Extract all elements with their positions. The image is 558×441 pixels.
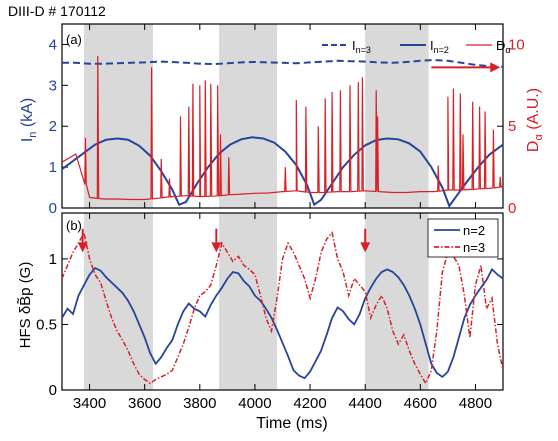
legend-sub-2: α (505, 45, 510, 55)
legend-main-2: D (496, 38, 505, 53)
x-tick-label-4: 4200 (293, 395, 326, 412)
shaded-interval-2 (365, 24, 429, 208)
shaded-interval-2 (365, 213, 429, 390)
panel-a-axes: 0 1 2 3 4 0 5 10 (49, 23, 525, 217)
shaded-interval-1 (219, 24, 277, 208)
panel-a-ylabel-right: Dα (A.U.) (525, 88, 545, 152)
panel-a-ylabel-left: In (kA) (19, 98, 39, 142)
legend-main-1: I (430, 38, 434, 53)
x-axis-label: Time (ms) (256, 415, 327, 432)
panel-b-shaded-intervals (84, 213, 429, 390)
legend-label-1: In=2 (430, 38, 449, 55)
shaded-interval-0 (84, 213, 153, 390)
panel-b-ylabel: HFS δB̃p (G) (17, 262, 34, 349)
panel-b-legend-label-1: n=3 (463, 240, 485, 255)
legend-main-0: I (352, 38, 356, 53)
panel-b-frame (61, 212, 504, 391)
y-left-tick-label-3: 3 (49, 77, 57, 94)
y-left-tick-label-2: 2 (49, 118, 57, 135)
svg-text:In (kA): In (kA) (19, 98, 39, 142)
panel-a-frame (61, 23, 504, 209)
panel-a-series (61, 55, 504, 209)
panel-b-series (61, 228, 504, 386)
series-n=2 (61, 266, 504, 380)
event-arrow-head-0 (77, 242, 88, 253)
y-right-tick-label-2: 10 (508, 36, 525, 53)
panel-b-label: (b) (66, 218, 82, 233)
ylabel-right-sub: α (533, 134, 545, 141)
ylabel-left-sub: n (27, 132, 39, 138)
dalpha-axis-arrow-head (490, 62, 501, 73)
ylabel-right-unit: (A.U.) (525, 88, 542, 134)
legend-sub-0: n=3 (356, 45, 371, 55)
ylabel-right-main: D (525, 141, 542, 153)
panel-b-axes: 0 0.5 1 3400 3600 3800 4000 4200 4400 4600 4800 (36, 212, 504, 412)
legend-label-2: Dα (496, 38, 511, 55)
y-left-tick-label-1: 1 (49, 159, 57, 176)
series-in3 (62, 58, 504, 68)
event-arrow-head-2 (360, 242, 371, 253)
x-tick-label-0: 3400 (73, 395, 106, 412)
panel-b-legend: n=2n=3 (427, 218, 499, 258)
panel-b-y-tick-label-1: 0.5 (36, 316, 57, 333)
panel-b-legend-box (427, 218, 499, 258)
legend-label-0: In=3 (352, 38, 371, 55)
svg-text:Dα (A.U.): Dα (A.U.) (525, 88, 545, 152)
y-left-tick-label-0: 0 (49, 200, 57, 217)
y-right-tick-label-1: 5 (508, 118, 516, 135)
panel-a-legend: In=3 In=2 Dα (322, 38, 511, 55)
shot-title: DIII-D # 170112 (8, 3, 106, 19)
legend-sub-1: n=2 (434, 45, 449, 55)
panel-b: 0 0.5 1 3400 3600 3800 4000 4200 4400 4600 4800 (b… (17, 212, 504, 432)
panel-b-y-tick-label-2: 1 (49, 251, 57, 268)
shaded-interval-1 (219, 213, 277, 390)
x-tick-label-2: 3800 (183, 395, 216, 412)
y-right-tick-label-0: 0 (508, 200, 516, 217)
series-n=3 (61, 230, 504, 386)
ylabel-left-unit: (kA) (19, 98, 36, 132)
panel-a-shaded-intervals (84, 24, 429, 208)
panel-a-label: (a) (66, 32, 82, 47)
shaded-interval-0 (84, 24, 153, 208)
x-tick-label-1: 3600 (128, 395, 161, 412)
panel-b-legend-label-0: n=2 (463, 223, 485, 238)
ylabel-left-main: I (19, 138, 36, 142)
event-arrow-head-1 (211, 242, 222, 253)
series-dalpha (61, 55, 504, 201)
series-in2 (61, 136, 504, 209)
x-tick-label-3: 4000 (238, 395, 271, 412)
x-tick-label-5: 4400 (349, 395, 382, 412)
x-tick-label-6: 4600 (404, 395, 437, 412)
y-left-tick-label-4: 4 (49, 36, 57, 53)
panel-b-y-tick-label-0: 0 (49, 382, 57, 399)
x-tick-label-7: 4800 (459, 395, 492, 412)
